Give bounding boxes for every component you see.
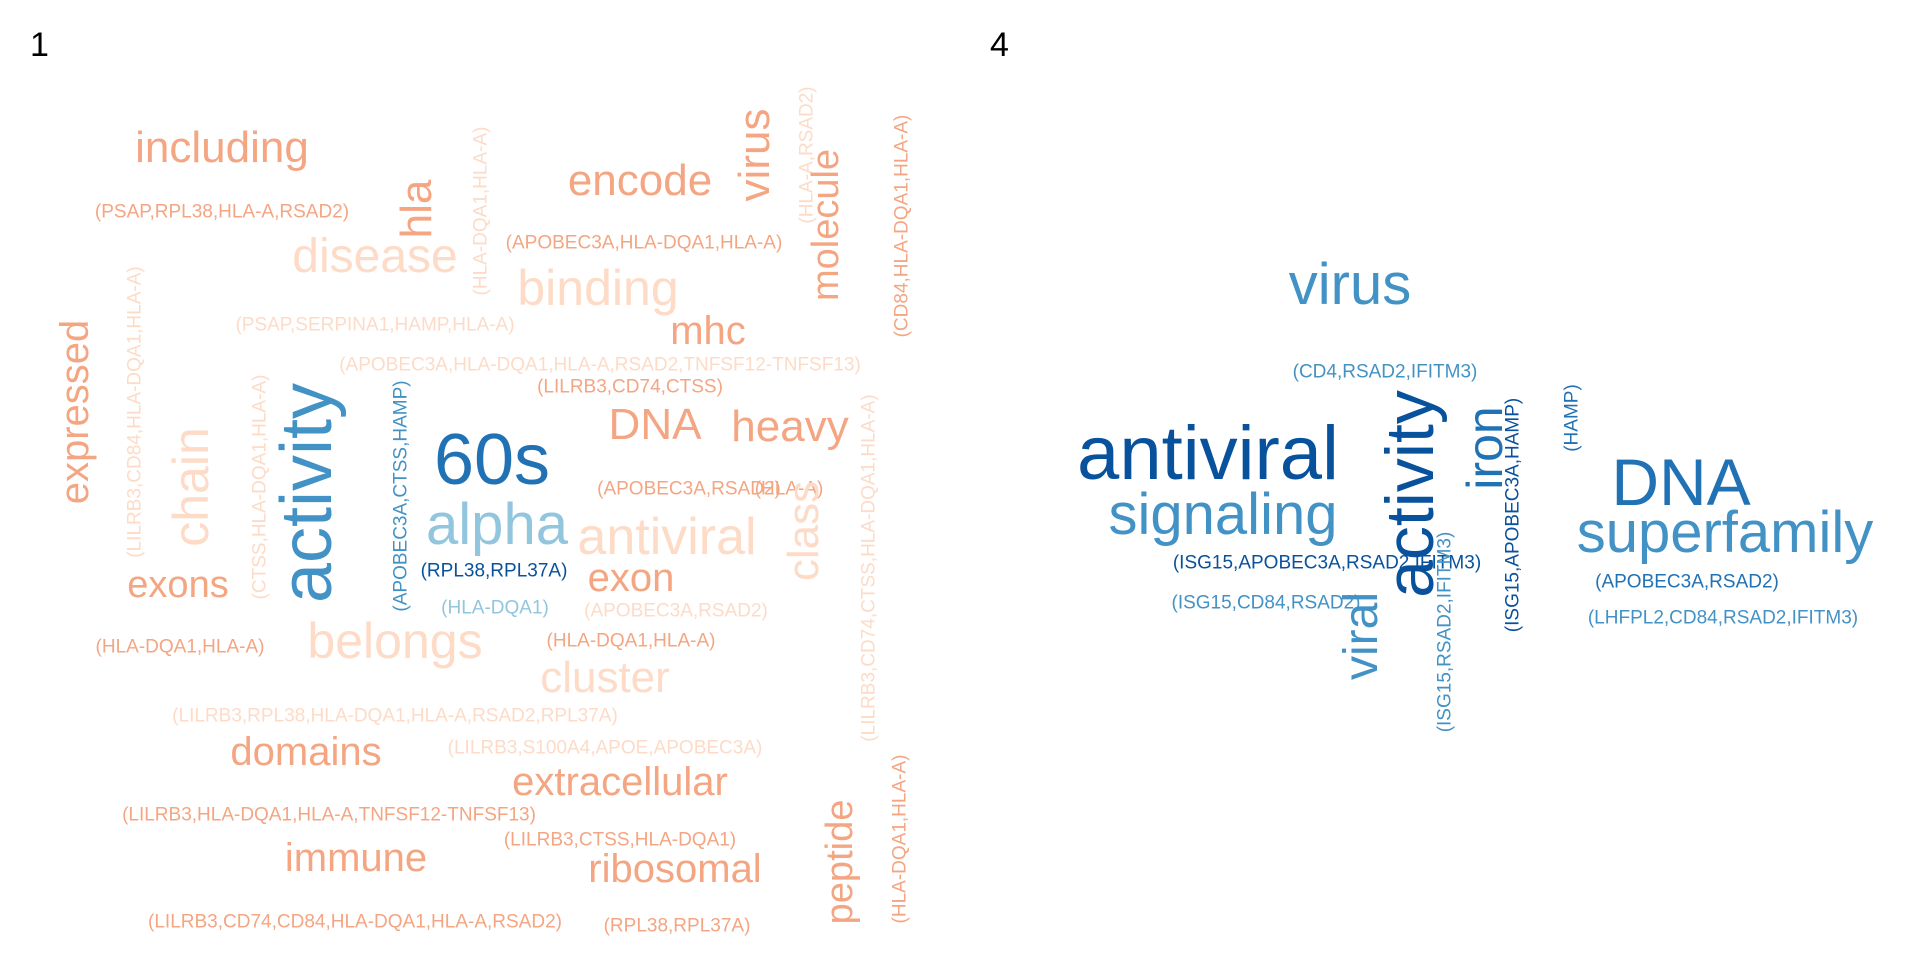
gene-list-label: (LILRB3,CD74,CD84,HLA-DQA1,HLA-A,RSAD2) xyxy=(148,911,562,933)
word-cloud-term: virus xyxy=(1288,252,1412,317)
word-cloud-term: signaling xyxy=(1108,482,1338,547)
word-cloud-term: DNA xyxy=(608,400,702,449)
gene-list-label: (CD4,RSAD2,IFITM3) xyxy=(1292,361,1478,383)
word-cloud-term: binding xyxy=(517,260,679,316)
gene-list-label: (HLA-DQA1,HLA-A) xyxy=(889,754,911,924)
gene-list-label: (ISG15,RSAD2,IFITM3) xyxy=(1434,531,1456,733)
word-cloud-term: virus xyxy=(730,108,779,202)
gene-list-label: (HLA-DQA1) xyxy=(441,597,549,619)
gene-list-label: (PSAP,SERPINA1,HAMP,HLA-A) xyxy=(235,314,515,336)
gene-list-label: (RPL38,RPL37A) xyxy=(603,915,751,937)
gene-list-label: (HLA-DQA1,HLA-A) xyxy=(95,636,265,658)
word-cloud-term: 60s xyxy=(433,420,551,500)
word-cloud-term: domains xyxy=(230,730,382,774)
word-cloud-term: peptide xyxy=(819,799,861,925)
word-cloud-term: activity xyxy=(267,382,347,604)
word-cloud-term: encode xyxy=(567,156,713,205)
word-cloud-term: expressed xyxy=(53,319,97,505)
word-cloud-term: ribosomal xyxy=(588,847,762,891)
word-cloud-term: DNA xyxy=(1611,445,1751,519)
word-cloud-term: alpha xyxy=(426,492,568,557)
gene-list-label: (PSAP,RPL38,HLA-A,RSAD2) xyxy=(94,201,350,223)
gene-list-label: (HLA-A) xyxy=(754,478,824,500)
word-cloud-term: cluster xyxy=(540,653,670,702)
gene-list-label: (ISG15,APOBEC3A,RSAD2,IFITM3) xyxy=(1172,552,1482,574)
word-cloud-term: antiviral xyxy=(577,508,757,566)
gene-list-label: (LILRB3,CD74,CTSS,HLA-DQA1,HLA-A) xyxy=(858,394,880,742)
gene-list-label: (RPL38,RPL37A) xyxy=(420,560,568,582)
word-cloud-panel-4: 4 virus (CD4,RSAD2,IFITM3) antiviral signal… xyxy=(960,0,1920,960)
word-cloud-term: belongs xyxy=(307,613,483,669)
gene-list-label: (APOBEC3A,RSAD2) xyxy=(1595,571,1779,593)
gene-list-label: (LHFPL2,CD84,RSAD2,IFITM3) xyxy=(1587,607,1859,629)
word-cloud-term: extracellular xyxy=(512,760,728,804)
word-cloud-term: superfamily xyxy=(1576,500,1874,565)
word-cloud-term: exon xyxy=(587,556,675,600)
gene-list-label: (HAMP) xyxy=(1561,384,1583,452)
gene-list-label: (LILRB3,CD74,CTSS) xyxy=(537,376,723,398)
gene-list-label: (APOBEC3A,RSAD2) xyxy=(597,478,781,500)
word-cloud-term: class xyxy=(779,480,828,582)
gene-list-label: (LILRB3,RPL38,HLA-DQA1,HLA-A,RSAD2,RPL37… xyxy=(172,705,618,727)
gene-list-label: (ISG15,CD84,RSAD2) xyxy=(1171,592,1361,614)
gene-list-label: (APOBEC3A,HLA-DQA1,HLA-A) xyxy=(505,232,783,254)
panel-label: 1 xyxy=(30,26,49,64)
gene-list-label: (APOBEC3A,HLA-DQA1,HLA-A,RSAD2,TNFSF12-T… xyxy=(339,354,861,376)
gene-list-label: (APOBEC3A,RSAD2) xyxy=(584,600,768,622)
word-cloud-term: chain xyxy=(163,427,219,547)
gene-list-label: (LILRB3,CTSS,HLA-DQA1) xyxy=(503,829,737,851)
word-cloud-term: disease xyxy=(292,230,458,283)
panel-label: 4 xyxy=(990,26,1009,64)
word-cloud-term: exons xyxy=(127,564,229,606)
word-cloud-term: molecule xyxy=(805,148,847,302)
word-cloud-term: antiviral xyxy=(1077,411,1339,496)
gene-list-label: (CD84,HLA-DQA1,HLA-A) xyxy=(891,114,913,338)
gene-list-label: (ISG15,APOBEC3A,HAMP) xyxy=(1502,397,1524,633)
word-cloud-term: mhc xyxy=(670,309,746,353)
word-cloud-term: heavy xyxy=(731,402,849,451)
gene-list-label: (APOBEC3A,CTSS,HAMP) xyxy=(390,380,412,612)
gene-list-label: (HLA-DQA1,HLA-A) xyxy=(470,126,492,296)
word-cloud-panel-1: 1 including (PSAP,RPL38,HLA-A,RSAD2) hla di… xyxy=(30,26,913,937)
word-cloud-term: viral xyxy=(1335,591,1388,681)
word-cloud-term: immune xyxy=(284,836,428,880)
gene-list-label: (HLA-DQA1,HLA-A) xyxy=(546,630,716,652)
gene-list-label: (LILRB3,HLA-DQA1,HLA-A,TNFSF12-TNFSF13) xyxy=(122,804,536,826)
gene-list-label: (LILRB3,S100A4,APOE,APOBEC3A) xyxy=(447,737,763,759)
word-cloud-term: including xyxy=(135,123,309,172)
gene-list-label: (LILRB3,CD84,HLA-DQA1,HLA-A) xyxy=(124,266,146,558)
